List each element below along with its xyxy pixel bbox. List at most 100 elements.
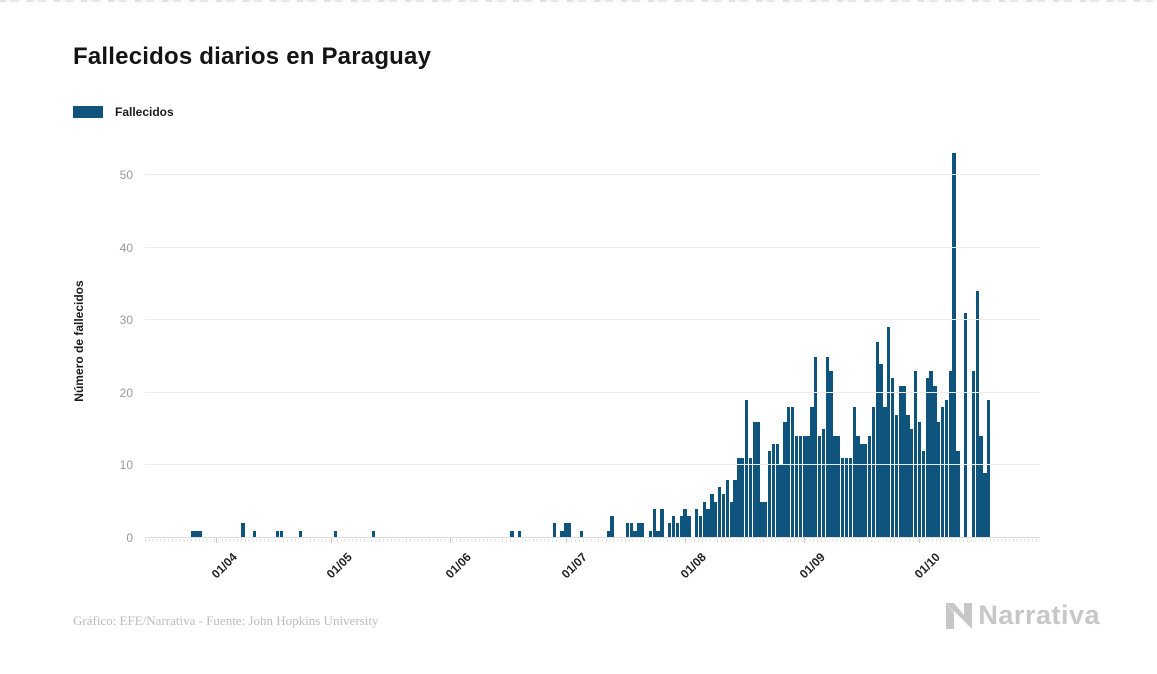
bar <box>914 371 918 538</box>
bar <box>633 530 637 538</box>
bar <box>733 479 737 538</box>
y-tick-label: 30 <box>119 313 133 328</box>
bar <box>963 312 968 538</box>
bar-cell <box>794 143 799 538</box>
bar-cell <box>333 143 337 538</box>
bar <box>883 407 887 538</box>
bar-cell <box>917 143 922 538</box>
bar-cell <box>656 143 660 538</box>
bar <box>825 356 829 538</box>
bar <box>714 501 718 538</box>
bar <box>694 508 699 538</box>
bar-cell <box>802 143 806 538</box>
bar-cell <box>906 143 910 538</box>
bar-cell <box>852 143 856 538</box>
bar <box>275 530 280 538</box>
bar <box>641 523 645 538</box>
bar-cell <box>633 143 637 538</box>
bar <box>710 494 714 538</box>
bar-cell <box>671 143 676 538</box>
bar-cell <box>279 143 284 538</box>
bar <box>729 501 733 538</box>
x-tick-label: 01/04 <box>208 550 240 582</box>
bar-cell <box>925 143 929 538</box>
legend-label: Fallecidos <box>115 105 174 119</box>
bar-cell <box>914 143 918 538</box>
bar <box>794 436 799 538</box>
bar-cell <box>871 143 876 538</box>
legend: Fallecidos <box>73 105 174 119</box>
bar-cell <box>737 143 741 538</box>
y-tick-label: 50 <box>119 168 133 182</box>
bar <box>944 400 949 538</box>
bar-cell <box>933 143 937 538</box>
bar-cell <box>975 143 979 538</box>
bar <box>579 530 583 538</box>
bar <box>871 407 876 538</box>
bar-cell <box>783 143 787 538</box>
page-title: Fallecidos diarios en Paraguay <box>73 43 432 70</box>
bar <box>717 487 722 538</box>
bar <box>867 436 872 538</box>
x-tick-label: 01/05 <box>324 550 356 582</box>
bar <box>775 443 779 538</box>
bar <box>191 530 195 538</box>
bar-cell <box>733 143 737 538</box>
plot-area: Número de fallecidos 0 10 20 30 40 50 01/04 01/… <box>72 143 1041 581</box>
bar <box>952 153 956 538</box>
bar-cell <box>606 143 610 538</box>
bar-cell <box>910 143 914 538</box>
gridline <box>145 246 1040 248</box>
bar <box>299 530 303 538</box>
bar <box>683 508 687 538</box>
bar-cell <box>971 143 975 538</box>
bar-cell <box>829 143 833 538</box>
bar <box>552 523 556 538</box>
bar <box>568 523 572 538</box>
bar <box>921 450 925 538</box>
bar <box>625 523 630 538</box>
bar-cell <box>864 143 868 538</box>
bar-cell <box>779 143 783 538</box>
bar-cell <box>760 143 764 538</box>
torn-edge-strip <box>0 0 1157 2</box>
month-tick <box>919 538 920 543</box>
bar <box>564 523 568 538</box>
bar-cell <box>702 143 706 538</box>
bar <box>987 400 991 538</box>
bar-cell <box>191 143 195 538</box>
bar-cell <box>637 143 641 538</box>
bar-cell <box>683 143 687 538</box>
bar <box>971 371 975 538</box>
bar-cell <box>890 143 895 538</box>
bar-cell <box>1037 143 1041 538</box>
gridline <box>145 464 1040 466</box>
bar-cell <box>983 143 987 538</box>
bar <box>610 516 614 538</box>
bar-cell <box>252 143 257 538</box>
bar <box>668 523 672 538</box>
bar-cell <box>940 143 945 538</box>
gridline <box>145 391 1040 393</box>
narrativa-logo: Narrativa <box>944 600 1100 631</box>
bar-cell <box>840 143 845 538</box>
bar-cell <box>791 143 795 538</box>
bar <box>906 414 910 538</box>
bar-cell <box>825 143 829 538</box>
bar <box>948 371 952 538</box>
bar <box>648 530 653 538</box>
bar <box>933 385 937 538</box>
bar <box>764 501 768 538</box>
bar-cell <box>948 143 952 538</box>
bar <box>560 530 564 538</box>
bar-cell <box>564 143 568 538</box>
bar <box>979 436 983 538</box>
bar <box>837 436 841 538</box>
bar-cell <box>814 143 818 538</box>
bar-cell <box>668 143 672 538</box>
bar <box>606 530 610 538</box>
bar-cell <box>787 143 791 538</box>
bar-cell <box>821 143 826 538</box>
bar <box>687 516 691 538</box>
bar <box>779 465 783 538</box>
